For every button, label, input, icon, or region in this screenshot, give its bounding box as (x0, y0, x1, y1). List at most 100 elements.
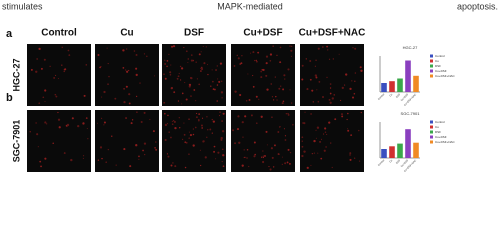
cell-signal (284, 162, 287, 165)
micrograph-background (95, 44, 159, 106)
cell-signal (173, 120, 176, 123)
cell-signal (164, 59, 166, 61)
x-tick-label: Cu+DSF (400, 159, 409, 168)
chart-title: SGC-7901 (401, 111, 421, 116)
cell-signal (261, 160, 265, 164)
cell-signal (331, 166, 333, 169)
cell-signal (353, 92, 356, 95)
cell-signal (206, 116, 208, 118)
cell-signal (248, 165, 250, 168)
cell-signal (77, 124, 80, 128)
cell-signal (196, 78, 198, 80)
cell-signal (192, 144, 195, 147)
cell-signal (82, 155, 85, 157)
cell-signal (101, 157, 103, 160)
cell-signal (126, 70, 129, 73)
column-header: Control (41, 28, 77, 39)
cell-signal (100, 117, 103, 119)
cell-signal (287, 113, 290, 116)
cell-signal (301, 64, 304, 67)
cell-signal (125, 69, 127, 71)
panel-letter: a (6, 28, 13, 40)
cell-signal (253, 155, 256, 158)
cell-signal (211, 132, 213, 134)
cell-signal (315, 129, 317, 131)
cell-signal (316, 126, 320, 129)
bar (397, 78, 403, 92)
cell-signal (122, 66, 125, 69)
cell-signal (178, 117, 180, 119)
cell-signal (200, 164, 202, 167)
cell-signal (260, 70, 262, 73)
cell-signal (135, 53, 138, 56)
cell-signal (328, 121, 331, 124)
cell-signal (107, 63, 109, 65)
cell-signal (202, 140, 205, 143)
cell-signal (123, 100, 126, 104)
cell-signal (107, 148, 110, 151)
cell-signal (40, 67, 43, 70)
cell-signal (311, 89, 314, 92)
cell-signal (271, 116, 273, 119)
cell-signal (164, 138, 167, 142)
cell-signal (285, 113, 288, 115)
cell-signal (164, 112, 166, 115)
legend-swatch (430, 135, 433, 139)
caption-left: stimulates (2, 1, 43, 11)
cell-signal (349, 152, 352, 155)
cell-signal (220, 138, 223, 141)
cell-signal (70, 158, 73, 162)
cell-signal (338, 53, 340, 55)
cell-signal (200, 124, 203, 127)
cell-signal (326, 76, 328, 79)
legend-label: Control (435, 120, 445, 124)
cell-signal (198, 83, 201, 86)
cell-signal (52, 142, 54, 144)
cell-signal (284, 139, 287, 141)
micrograph (162, 110, 226, 172)
cell-signal (210, 85, 212, 87)
cell-signal (255, 95, 258, 98)
cell-signal (164, 63, 167, 65)
cell-signal (354, 47, 357, 50)
cell-signal (237, 115, 240, 118)
cell-signal (154, 75, 156, 77)
cell-signal (276, 99, 278, 101)
cell-signal (188, 118, 190, 120)
cell-signal (61, 64, 63, 66)
cell-signal (44, 121, 47, 124)
legend-swatch (430, 130, 433, 134)
cell-signal (193, 89, 196, 91)
cell-signal (244, 115, 247, 118)
cell-signal (256, 122, 258, 125)
cell-signal (221, 148, 224, 151)
cell-signal (288, 162, 291, 165)
cell-signal (323, 149, 326, 152)
cell-signal (82, 122, 85, 125)
legend-swatch (430, 54, 433, 58)
bar (413, 75, 419, 92)
cell-signal (277, 131, 280, 133)
cell-signal (166, 123, 169, 125)
cell-signal (312, 101, 314, 103)
cell-signal (42, 96, 45, 99)
cell-signal (279, 126, 281, 128)
x-tick-label: Cu (389, 159, 394, 164)
cell-signal (350, 134, 353, 137)
cell-signal (54, 93, 57, 96)
x-tick-label: Control (377, 159, 385, 167)
cell-signal (40, 165, 42, 168)
cell-signal (324, 127, 327, 130)
cell-signal (243, 149, 245, 151)
cell-signal (289, 89, 291, 91)
cell-signal (215, 69, 217, 71)
cell-signal (201, 117, 204, 119)
cell-signal (188, 83, 192, 87)
cell-signal (44, 100, 46, 102)
cell-signal (185, 50, 188, 53)
cell-signal (349, 158, 352, 161)
cell-signal (354, 72, 357, 74)
cell-signal (282, 88, 285, 91)
cell-signal (315, 59, 317, 62)
micrograph (300, 110, 364, 172)
